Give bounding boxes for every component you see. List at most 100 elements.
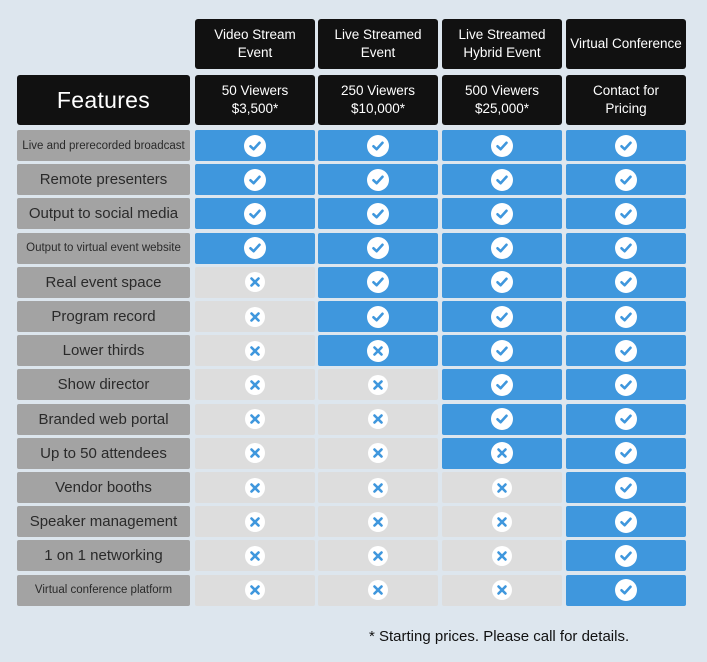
x-circle-icon xyxy=(368,580,388,601)
check-circle-icon xyxy=(491,168,513,191)
feature-label: 1 on 1 networking xyxy=(17,540,190,572)
x-circle-icon xyxy=(245,545,265,566)
check-circle-icon xyxy=(615,408,637,431)
feature-cell xyxy=(566,506,686,538)
x-circle-icon xyxy=(492,511,512,532)
feature-cell xyxy=(318,506,438,538)
check-circle-icon xyxy=(615,202,637,225)
feature-cell xyxy=(318,437,438,469)
check-circle-icon xyxy=(491,305,513,328)
check-circle-icon xyxy=(244,237,266,260)
feature-cell xyxy=(318,540,438,572)
check-circle-icon xyxy=(615,305,637,328)
feature-cell xyxy=(195,266,315,298)
feature-cell xyxy=(318,266,438,298)
check-circle-icon xyxy=(367,168,389,191)
feature-cell xyxy=(318,472,438,503)
feature-cell xyxy=(318,301,438,332)
check-circle-icon xyxy=(491,408,513,431)
feature-cell xyxy=(195,472,315,503)
feature-label: Lower thirds xyxy=(17,335,190,367)
feature-cell xyxy=(442,506,562,538)
x-circle-icon xyxy=(491,442,513,465)
x-circle-icon xyxy=(245,477,265,498)
feature-label: Output to social media xyxy=(17,198,190,230)
check-circle-icon xyxy=(491,134,513,157)
check-circle-icon xyxy=(367,271,389,294)
x-circle-icon xyxy=(368,477,388,498)
feature-cell xyxy=(195,437,315,469)
feature-label: Live and prerecorded broadcast xyxy=(17,130,190,161)
x-circle-icon xyxy=(245,409,265,430)
x-circle-icon xyxy=(245,374,265,395)
check-circle-icon xyxy=(615,339,637,362)
feature-cell xyxy=(442,301,562,332)
feature-cell xyxy=(195,506,315,538)
feature-cell xyxy=(566,198,686,230)
x-circle-icon xyxy=(245,306,265,327)
feature-cell xyxy=(195,540,315,572)
column-header-3: Live Streamed Hybrid Event xyxy=(442,19,562,69)
x-circle-icon xyxy=(492,545,512,566)
x-circle-icon xyxy=(245,443,265,464)
check-circle-icon xyxy=(491,373,513,396)
check-circle-icon xyxy=(615,373,637,396)
check-circle-icon xyxy=(615,442,637,465)
check-circle-icon xyxy=(615,168,637,191)
feature-cell xyxy=(442,403,562,435)
feature-cell xyxy=(318,130,438,161)
feature-cell xyxy=(442,574,562,606)
footnote: * Starting prices. Please call for detai… xyxy=(369,628,630,645)
feature-cell xyxy=(566,472,686,503)
x-circle-icon xyxy=(245,272,265,293)
feature-cell xyxy=(318,335,438,367)
feature-cell xyxy=(195,301,315,332)
price-line-2: Pricing xyxy=(605,101,647,116)
feature-cell xyxy=(566,232,686,264)
price-line-2: $3,500* xyxy=(231,101,279,116)
column-name: Live Streamed Event xyxy=(334,27,422,60)
feature-cell xyxy=(442,164,562,196)
feature-cell xyxy=(442,130,562,161)
feature-cell xyxy=(566,130,686,161)
feature-label: Up to 50 attendees xyxy=(17,437,190,469)
feature-cell xyxy=(442,335,562,367)
column-header-2: Live Streamed Event xyxy=(318,19,438,69)
check-circle-icon xyxy=(491,339,513,362)
feature-cell xyxy=(566,403,686,435)
feature-cell xyxy=(566,301,686,332)
feature-cell xyxy=(195,130,315,161)
feature-cell xyxy=(566,369,686,401)
feature-cell xyxy=(318,164,438,196)
feature-cell xyxy=(566,540,686,572)
feature-cell xyxy=(318,403,438,435)
check-circle-icon xyxy=(615,271,637,294)
x-circle-icon xyxy=(492,580,512,601)
price-header-2: 250 Viewers $10,000* xyxy=(318,75,438,125)
price-header-3: 500 Viewers $25,000* xyxy=(442,75,562,125)
feature-cell xyxy=(442,369,562,401)
feature-cell xyxy=(318,198,438,230)
check-circle-icon xyxy=(615,510,637,533)
feature-label: Virtual conference platform xyxy=(17,574,190,606)
check-circle-icon xyxy=(244,134,266,157)
check-circle-icon xyxy=(615,544,637,567)
feature-cell xyxy=(195,232,315,264)
feature-cell xyxy=(195,164,315,196)
check-circle-icon xyxy=(491,237,513,260)
price-line-1: Contact for xyxy=(592,83,660,98)
features-header: Features xyxy=(17,75,190,125)
feature-label: Output to virtual event website xyxy=(17,232,190,264)
feature-cell xyxy=(566,335,686,367)
feature-cell xyxy=(442,437,562,469)
x-circle-icon xyxy=(368,443,388,464)
feature-cell xyxy=(442,540,562,572)
check-circle-icon xyxy=(491,271,513,294)
feature-label: Show director xyxy=(17,369,190,401)
x-circle-icon xyxy=(367,339,389,362)
check-circle-icon xyxy=(491,202,513,225)
feature-cell xyxy=(195,574,315,606)
x-circle-icon xyxy=(368,545,388,566)
price-line-2: $10,000* xyxy=(350,101,406,116)
check-circle-icon xyxy=(367,202,389,225)
